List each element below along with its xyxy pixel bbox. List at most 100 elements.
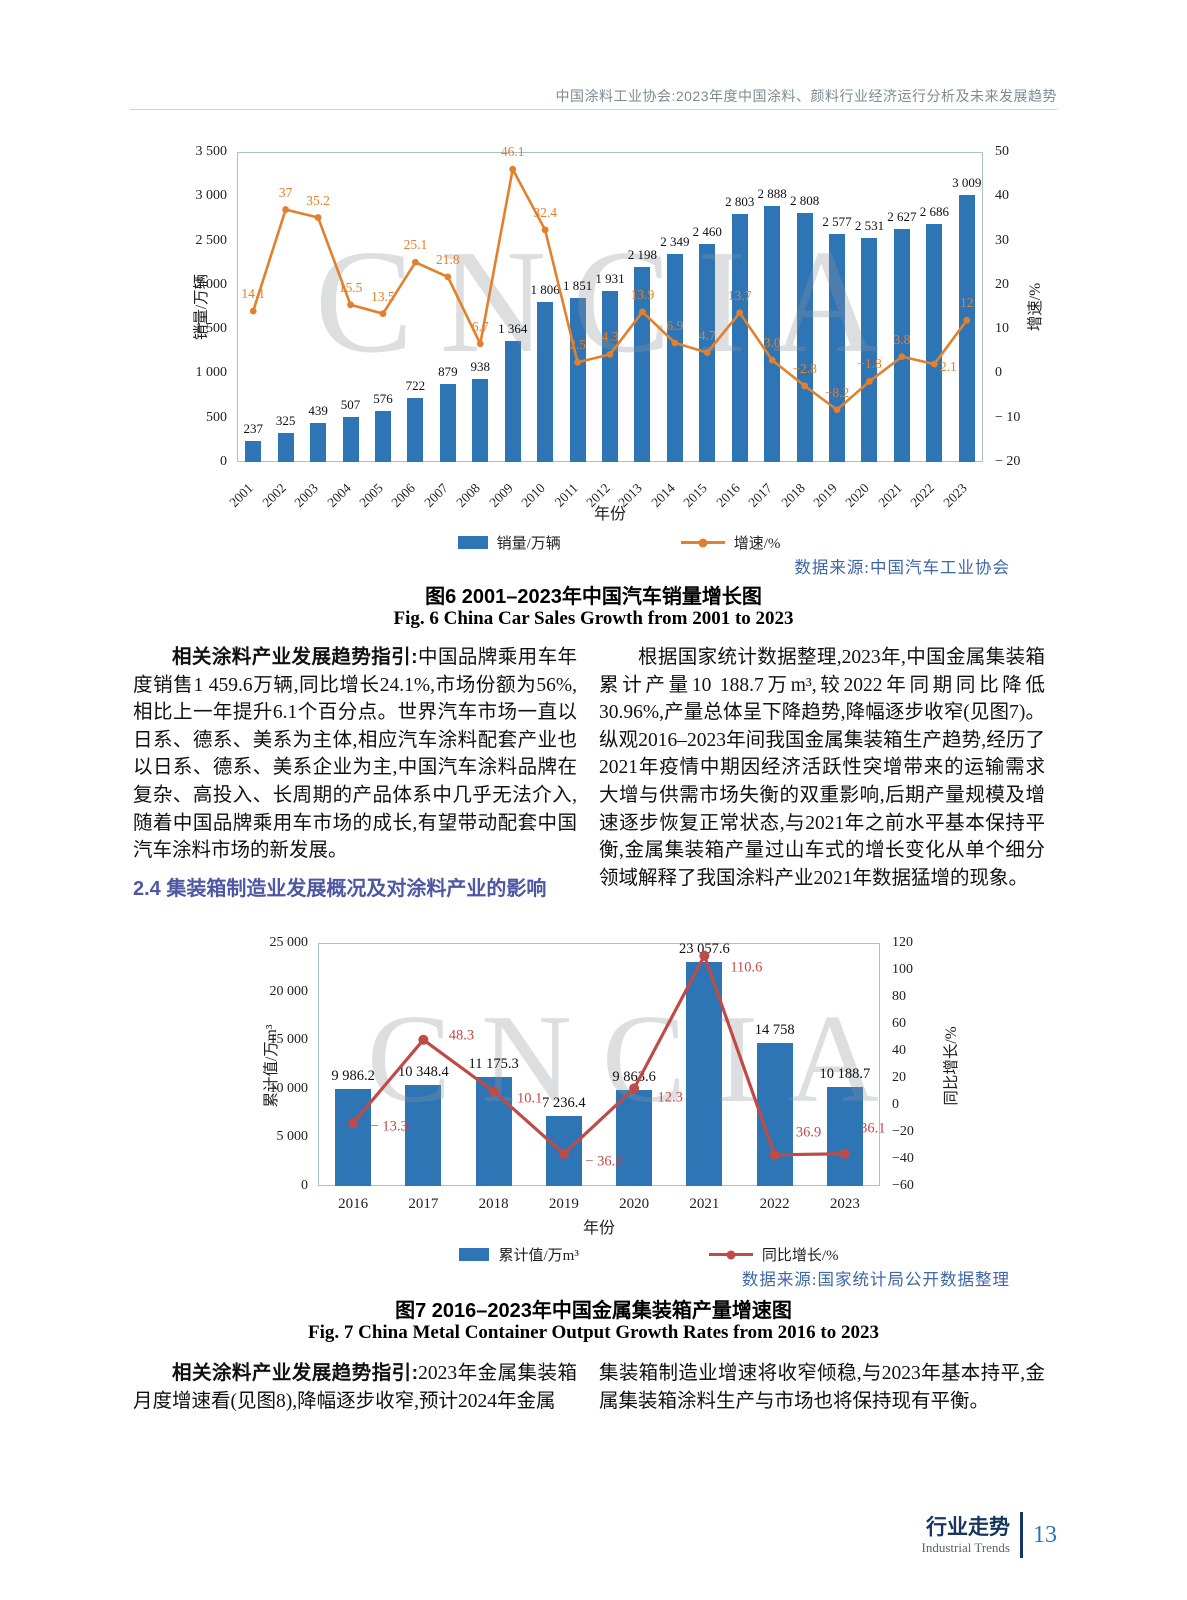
bar-value-label: 938 xyxy=(470,358,491,374)
paragraph-3-lead: 相关涂料产业发展趋势指引: xyxy=(172,1362,419,1384)
bar-value-label: 879 xyxy=(438,364,458,380)
data-point xyxy=(314,214,322,221)
y-axis-tick-left: 0 xyxy=(220,454,227,469)
bar-value-label: 2 577 xyxy=(822,213,852,229)
footer-divider xyxy=(1020,1512,1023,1558)
bar xyxy=(439,384,456,462)
data-point xyxy=(898,353,906,360)
bar-value-label: 2 888 xyxy=(757,186,787,202)
bar-value-label: 237 xyxy=(243,421,263,436)
y-axis-tick-right: 50 xyxy=(995,144,1009,159)
y-axis-tick-right: 20 xyxy=(892,1070,906,1085)
data-point xyxy=(736,309,744,317)
bar xyxy=(796,213,813,462)
legend-bar-swatch xyxy=(457,536,488,549)
x-axis-tick: 2009 xyxy=(485,480,516,511)
line-value-label: 25.1 xyxy=(403,237,428,253)
bar xyxy=(335,1088,372,1186)
figure7-chart: 累计值/万m³ 同比增长/% 年份 累计值/万m³ 同比增长/% CNCIA 0 5 … xyxy=(238,910,1060,1265)
growth-line xyxy=(249,165,971,414)
bar-value-label: 2 531 xyxy=(854,217,885,233)
bar xyxy=(472,378,489,462)
figure6-source: 数据来源:中国汽车工业协会 xyxy=(794,558,1010,577)
x-axis-tick: 2023 xyxy=(829,1196,860,1212)
data-point xyxy=(418,1034,429,1045)
line-value-label: − 36.9 xyxy=(784,1124,822,1141)
figure6-legend: 销量/万辆 增速/% xyxy=(178,532,1060,553)
y-axis-tick-left: 3 500 xyxy=(195,144,228,159)
data-point xyxy=(476,340,484,348)
data-point xyxy=(347,301,354,309)
paragraph-1-text: 中国品牌乘用车年度销售1 459.6万辆,同比增长24.1%,市场份额为56%,… xyxy=(133,647,577,862)
legend-line-marker xyxy=(726,1250,736,1259)
data-point xyxy=(801,382,809,390)
legend-line-item: 同比增长/% xyxy=(708,1244,839,1265)
legend-item-bar: 累计值/万m³ xyxy=(459,1244,579,1265)
y-axis-tick-right: 40 xyxy=(892,1043,906,1058)
bar-value-label: 14 758 xyxy=(754,1021,795,1038)
x-axis-tick: 2010 xyxy=(518,480,549,511)
footer-label: 行业走势 Industrial Trends xyxy=(922,1516,1010,1555)
y-axis-tick-right: 80 xyxy=(892,989,906,1004)
data-point xyxy=(639,308,646,316)
figure6-right-axis-title: 增速/% xyxy=(1027,282,1044,332)
line-value-label: −8.2 xyxy=(824,384,850,400)
bar-value-label: 722 xyxy=(405,378,426,394)
legend-line-label: 同比增长/% xyxy=(761,1248,839,1264)
bar-value-label: 1 851 xyxy=(562,278,593,294)
y-axis-tick-left: 3 000 xyxy=(195,188,228,204)
bar xyxy=(764,206,781,462)
line-value-label: 21.8 xyxy=(436,251,460,267)
line-value-label: 13.9 xyxy=(630,286,655,302)
figure7-x-axis-title: 年份 xyxy=(582,1220,616,1237)
paragraph-1-lead: 相关涂料产业发展趋势指引: xyxy=(172,646,418,668)
line-value-label: 2.5 xyxy=(569,337,586,353)
y-axis-tick-left: 0 xyxy=(301,1178,308,1193)
data-point xyxy=(768,356,776,364)
y-axis-tick-right: − 20 xyxy=(995,454,1021,469)
line-value-label: 6.9 xyxy=(666,317,684,333)
x-axis-tick: 2021 xyxy=(689,1196,720,1212)
y-axis-tick-right: −20 xyxy=(892,1124,914,1139)
figure7-caption-zh: 图7 2016–2023年中国金属集装箱产量增速图 xyxy=(395,1300,792,1322)
figure6-chart: 销量/万辆 增速/% 年份 销量/万辆 增速/% CNCIA 0 500 1 000 1 … xyxy=(178,126,1060,562)
section-heading-2-4: 2.4 集装箱制造业发展概况及对涂料产业的影响 xyxy=(133,878,547,900)
line-value-label: 48.3 xyxy=(448,1027,475,1044)
x-axis-tick: 2016 xyxy=(338,1196,369,1212)
y-axis-tick-left: 500 xyxy=(206,409,227,425)
line-value-label: 6.7 xyxy=(471,318,489,334)
text-column-left-1: 相关涂料产业发展趋势指引:中国品牌乘用车年度销售1 459.6万辆,同比增长24… xyxy=(133,644,577,865)
bar xyxy=(958,195,975,462)
data-point xyxy=(411,258,419,266)
header-title: 中国涂料工业协会:2023年度中国涂料、颜料行业经济运行分析及未来发展趋势 xyxy=(555,88,1057,104)
growth-line xyxy=(348,950,850,1160)
data-point xyxy=(930,360,938,368)
data-point xyxy=(558,1148,569,1159)
line-value-label: 32.4 xyxy=(533,204,557,220)
data-point xyxy=(769,1149,780,1160)
legend-line-swatch xyxy=(708,1250,753,1259)
line-value-label: 13.5 xyxy=(371,288,395,304)
data-point xyxy=(671,339,679,347)
legend-item-bar: 销量/万辆 xyxy=(457,532,561,553)
bar-value-label: 2 803 xyxy=(725,193,755,209)
line-value-label: 13.7 xyxy=(727,287,752,303)
x-axis-tick: 2014 xyxy=(648,480,678,511)
text-column-right-2: 集装箱制造业增速将收窄倾稳,与2023年基本持平,金属集装箱涂料生产与市场也将保… xyxy=(599,1360,1045,1415)
page-number: 13 xyxy=(1033,1521,1057,1548)
bar-value-label: 507 xyxy=(340,397,361,413)
data-point xyxy=(541,226,549,234)
y-axis-tick-right: 0 xyxy=(892,1097,899,1112)
x-axis-tick: 2011 xyxy=(551,480,581,510)
bar-value-label: 576 xyxy=(373,390,393,406)
y-axis-tick-right: −60 xyxy=(892,1178,914,1193)
x-axis-tick: 2016 xyxy=(712,480,743,511)
bar xyxy=(374,410,391,462)
line-value-label: 14.1 xyxy=(241,285,266,301)
data-point xyxy=(629,1083,640,1094)
line-value-label: 37 xyxy=(278,184,293,200)
y-axis-tick-right: 10 xyxy=(995,321,1009,337)
x-axis-tick: 2022 xyxy=(759,1196,790,1212)
line-value-label: 46.1 xyxy=(500,144,525,160)
